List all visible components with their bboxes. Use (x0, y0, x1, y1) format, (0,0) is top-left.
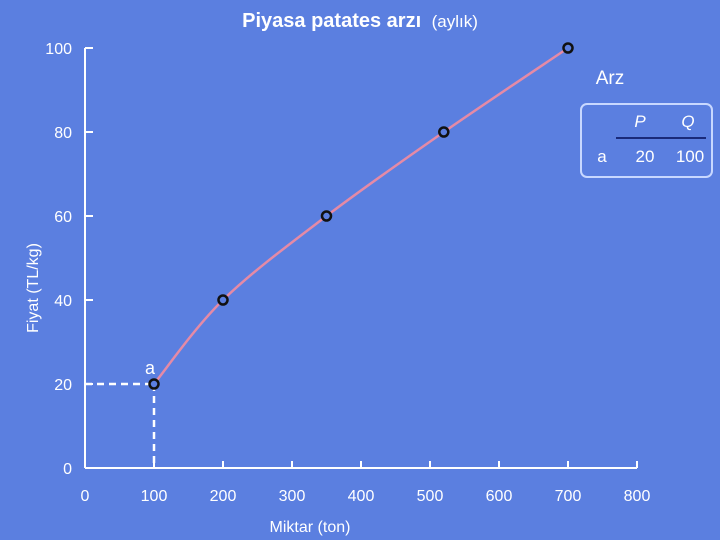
data-point (438, 126, 450, 138)
x-tick-label: 300 (279, 488, 306, 505)
x-tick-label: 700 (555, 488, 582, 505)
chart-title-sub: (aylık) (432, 12, 478, 31)
legend-table-row-label: a (597, 147, 607, 166)
data-points (148, 42, 574, 390)
y-tick-label: 40 (54, 293, 72, 310)
x-tick-label: 800 (624, 488, 651, 505)
x-tick-label: 100 (141, 488, 168, 505)
y-tick-label: 20 (54, 377, 72, 394)
legend-table-header-p: P (634, 112, 646, 131)
legend-table-header-q: Q (681, 112, 694, 131)
x-axis-label: Miktar (ton) (270, 519, 351, 536)
x-tick-label: 600 (486, 488, 513, 505)
series-lines: Arz (153, 46, 625, 385)
y-tick-label: 60 (54, 209, 72, 226)
y-tick-label: 0 (63, 461, 72, 478)
x-tick-label: 400 (348, 488, 375, 505)
legend-table: P Q a 20 100 (580, 103, 713, 178)
y-tick-label: 80 (54, 125, 72, 142)
chart-title: Piyasa patates arzı (aylık) (242, 10, 478, 32)
x-tick-label: 200 (210, 488, 237, 505)
data-point (320, 210, 333, 222)
chart-title-main: Piyasa patates arzı (242, 10, 421, 32)
legend-table-row-p: 20 (636, 147, 655, 166)
data-point (562, 42, 574, 54)
legend-table-border (580, 103, 713, 178)
annotation-label: a (145, 358, 156, 378)
data-point (217, 294, 229, 306)
data-point (148, 378, 160, 390)
series-label-arz: Arz (596, 68, 625, 89)
y-tick-label: 100 (45, 41, 72, 58)
legend-table-row-q: 100 (676, 147, 704, 166)
y-axis-label: Fiyat (TL/kg) (25, 243, 42, 333)
series-line-arz (153, 46, 569, 385)
x-tick-label: 500 (417, 488, 444, 505)
x-tick-label: 0 (81, 488, 90, 505)
annotation-guides: a (85, 358, 156, 468)
axes: 0 20 40 60 80 100 0 100 200 300 400 500 600 700 800 (45, 41, 650, 505)
